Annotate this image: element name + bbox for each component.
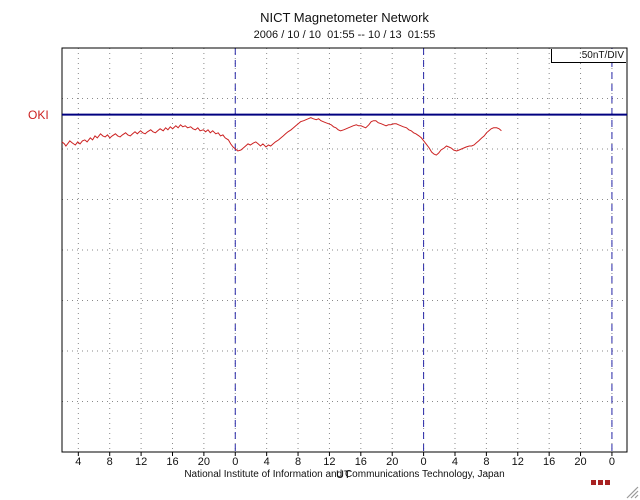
institute-credit: National Institute of Information and Co…: [184, 469, 505, 480]
x-tick-label: 16: [166, 456, 179, 468]
x-tick-label: 20: [197, 456, 210, 468]
x-tick-label: 4: [451, 456, 459, 468]
x-tick-label: 8: [483, 456, 490, 468]
x-axis-unit-label: UT: [336, 469, 351, 481]
x-tick-label: 12: [323, 456, 336, 468]
date-range-label: 2006 / 10 / 10 01:55 -- 10 / 13 01:55: [253, 29, 436, 41]
x-tick-label: 16: [354, 456, 367, 468]
x-tick-label: 20: [386, 456, 399, 468]
x-tick-label: 4: [75, 456, 82, 468]
x-tick-label: 16: [543, 456, 556, 468]
x-tick-label: 12: [134, 456, 148, 468]
scale-label: :50nT/DIV: [578, 50, 624, 61]
x-tick-label: 4: [263, 456, 270, 468]
x-tick-label: 0: [420, 456, 427, 468]
x-tick-label: 0: [608, 456, 615, 468]
oki-trace: [61, 117, 502, 156]
page-title: NICT Magnetometer Network: [260, 10, 429, 25]
x-tick-label: 12: [511, 456, 524, 468]
resize-grip-icon[interactable]: [624, 484, 639, 499]
x-tick-label: 8: [294, 456, 302, 468]
x-tick-label: 8: [106, 456, 113, 468]
x-tick-label: 0: [232, 456, 239, 468]
station-label-oki: OKI: [28, 108, 49, 122]
x-tick-label: 20: [574, 456, 587, 468]
tiny-red-marks: [591, 480, 610, 485]
scale-box: :50nT/DIV: [551, 49, 626, 63]
plot-border: [61, 47, 628, 453]
